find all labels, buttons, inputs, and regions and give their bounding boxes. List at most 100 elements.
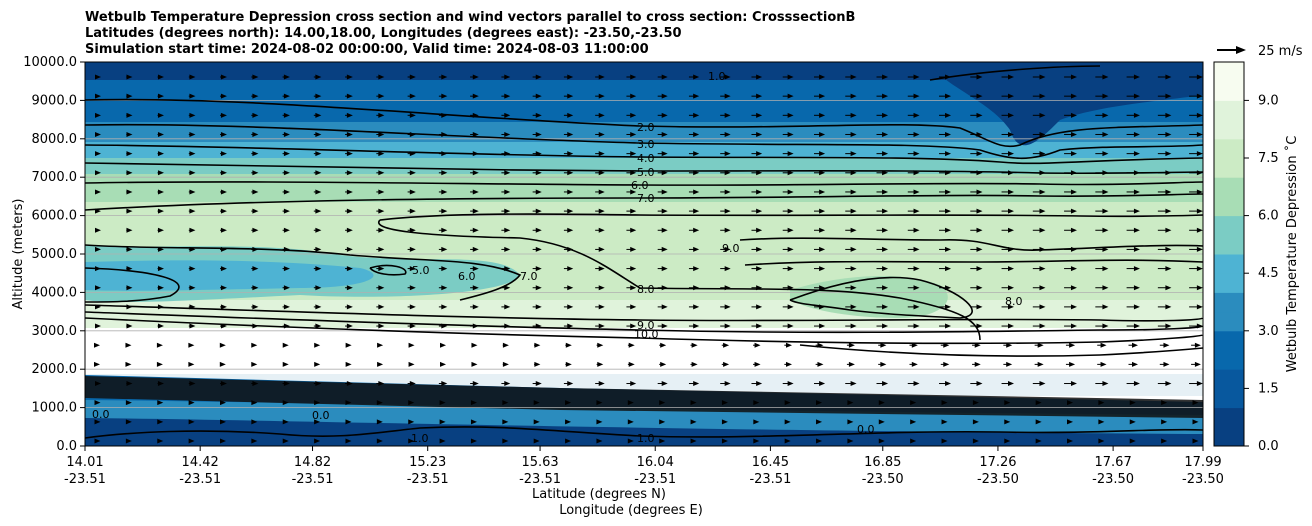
wind-arrow bbox=[1064, 74, 1077, 80]
wind-arrow bbox=[376, 227, 385, 233]
y-tick-label: 4000.0 bbox=[32, 285, 78, 300]
wind-arrow bbox=[595, 189, 605, 195]
wind-arrow bbox=[595, 208, 605, 214]
wind-arrow bbox=[470, 189, 479, 195]
wind-arrow bbox=[470, 227, 479, 233]
wind-arrow bbox=[939, 112, 952, 118]
wind-arrow bbox=[376, 323, 385, 329]
wind-arrow bbox=[188, 246, 196, 252]
wind-arrow bbox=[1157, 304, 1172, 310]
wind-arrow bbox=[847, 419, 854, 425]
wind-arrow bbox=[407, 131, 416, 137]
x-tick-label-longitude: -23.51 bbox=[407, 472, 449, 487]
wind-arrow bbox=[878, 400, 885, 406]
wind-arrow bbox=[565, 361, 572, 367]
colorbar-segment bbox=[1214, 158, 1244, 178]
wind-arrow bbox=[751, 151, 763, 157]
wind-arrow bbox=[407, 246, 416, 252]
wind-arrow bbox=[157, 381, 164, 387]
wind-arrow bbox=[501, 285, 511, 291]
wind-arrow bbox=[816, 438, 823, 444]
wind-arrow bbox=[345, 285, 353, 291]
wind-arrow bbox=[188, 74, 196, 80]
wind-arrow bbox=[157, 112, 164, 118]
colorbar-tick-label: 3.0 bbox=[1258, 324, 1279, 339]
chart-title-line-2: Latitudes (degrees north): 14.00,18.00, … bbox=[85, 26, 682, 41]
wind-arrow bbox=[188, 342, 195, 348]
contour-label-6-left: 6.0 bbox=[458, 270, 476, 283]
contour-7 bbox=[85, 193, 1203, 211]
wind-arrow bbox=[845, 74, 857, 80]
wind-arrow bbox=[910, 419, 917, 425]
wind-arrow bbox=[753, 361, 761, 367]
contour-4 bbox=[85, 144, 1203, 165]
wind-arrow bbox=[220, 131, 227, 137]
wind-arrow bbox=[471, 342, 478, 348]
wind-arrow bbox=[282, 419, 289, 425]
contour-label-9: 9.0 bbox=[637, 319, 655, 332]
colorbar-segment bbox=[1214, 100, 1244, 121]
wind-arrow bbox=[125, 342, 132, 348]
wind-arrow bbox=[345, 93, 353, 99]
wind-arrow bbox=[657, 189, 668, 195]
wind-arrow bbox=[313, 151, 322, 157]
wind-arrow bbox=[1095, 285, 1109, 291]
wind-arrow bbox=[721, 342, 730, 348]
wind-arrow bbox=[970, 112, 983, 118]
wind-arrow bbox=[1126, 151, 1140, 157]
wind-arrow bbox=[970, 208, 983, 214]
wind-arrow bbox=[188, 419, 195, 425]
band-lightest bbox=[85, 300, 1203, 330]
wind-arrow bbox=[595, 170, 605, 176]
wind-arrow bbox=[1189, 381, 1203, 387]
wind-key-arrow-head bbox=[1236, 46, 1246, 54]
wind-arrow bbox=[501, 266, 511, 272]
wind-arrow bbox=[782, 131, 794, 137]
wind-arrow bbox=[1032, 266, 1046, 272]
wind-arrow bbox=[157, 170, 164, 176]
wind-arrow bbox=[438, 266, 448, 272]
wind-arrow bbox=[251, 112, 259, 118]
wind-arrow bbox=[563, 170, 574, 176]
wind-arrow bbox=[251, 342, 258, 348]
wind-arrow bbox=[876, 381, 889, 387]
wind-arrow bbox=[1126, 227, 1140, 233]
wind-arrow bbox=[876, 266, 889, 272]
wind-arrow bbox=[502, 400, 509, 406]
wind-arrow bbox=[219, 400, 226, 406]
wind-arrow bbox=[721, 419, 728, 425]
colorbar-segment bbox=[1214, 177, 1244, 197]
wind-arrow bbox=[657, 208, 668, 214]
wind-arrow bbox=[95, 246, 101, 252]
y-tick-label: 2000.0 bbox=[32, 362, 78, 377]
wind-arrow bbox=[376, 266, 385, 272]
wind-arrow bbox=[595, 93, 605, 99]
wind-arrow bbox=[720, 323, 731, 329]
wind-arrow bbox=[845, 131, 857, 137]
wind-arrow bbox=[438, 304, 448, 310]
wind-arrow bbox=[1032, 93, 1046, 99]
wind-arrow bbox=[438, 323, 448, 329]
wind-arrow bbox=[1126, 131, 1140, 137]
wind-arrow bbox=[876, 93, 889, 99]
wind-arrow bbox=[690, 438, 697, 444]
wind-arrow bbox=[595, 151, 605, 157]
wind-arrow bbox=[847, 438, 854, 444]
wind-arrow bbox=[751, 285, 763, 291]
wind-arrow bbox=[657, 131, 668, 137]
wind-arrow bbox=[784, 438, 791, 444]
wind-arrow bbox=[282, 400, 289, 406]
wind-arrow bbox=[1157, 208, 1172, 214]
wind-arrow bbox=[502, 342, 509, 348]
wind-arrow bbox=[188, 438, 195, 444]
wind-arrow bbox=[220, 189, 227, 195]
wind-arrow bbox=[470, 381, 479, 387]
wind-arrow bbox=[1064, 285, 1077, 291]
wind-arrow bbox=[1157, 151, 1172, 157]
wind-arrow bbox=[95, 131, 101, 137]
wind-arrow bbox=[1129, 419, 1136, 425]
wind-arrow bbox=[907, 93, 920, 99]
wind-arrow bbox=[1157, 131, 1172, 137]
wind-arrow bbox=[784, 342, 793, 348]
wind-arrow bbox=[407, 381, 416, 387]
